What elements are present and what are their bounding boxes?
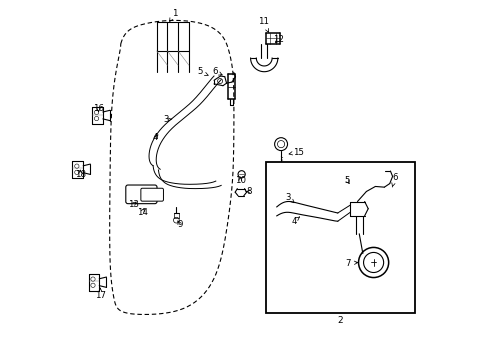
Text: 10: 10 (234, 176, 245, 185)
Text: 15: 15 (288, 148, 303, 157)
Text: 4: 4 (153, 133, 158, 142)
FancyBboxPatch shape (265, 162, 414, 313)
Text: 9: 9 (177, 220, 182, 229)
Text: 5: 5 (197, 67, 208, 76)
FancyBboxPatch shape (125, 185, 157, 204)
FancyBboxPatch shape (141, 188, 163, 201)
Text: 8: 8 (245, 187, 251, 196)
Text: 3: 3 (163, 115, 171, 124)
Text: 6: 6 (391, 173, 397, 187)
Text: 1: 1 (169, 9, 177, 22)
Text: 13: 13 (127, 200, 139, 209)
Text: 5: 5 (343, 176, 349, 185)
Text: 4: 4 (291, 217, 299, 226)
Text: 12: 12 (272, 35, 284, 44)
Text: 17: 17 (95, 288, 105, 300)
Text: 14: 14 (137, 208, 147, 217)
Text: 6: 6 (212, 67, 222, 76)
Text: 2: 2 (337, 316, 343, 325)
Text: 3: 3 (285, 193, 293, 203)
Text: 16: 16 (93, 104, 104, 113)
Text: 11: 11 (258, 17, 268, 32)
Text: 7: 7 (345, 259, 357, 268)
Text: 18: 18 (75, 170, 85, 179)
